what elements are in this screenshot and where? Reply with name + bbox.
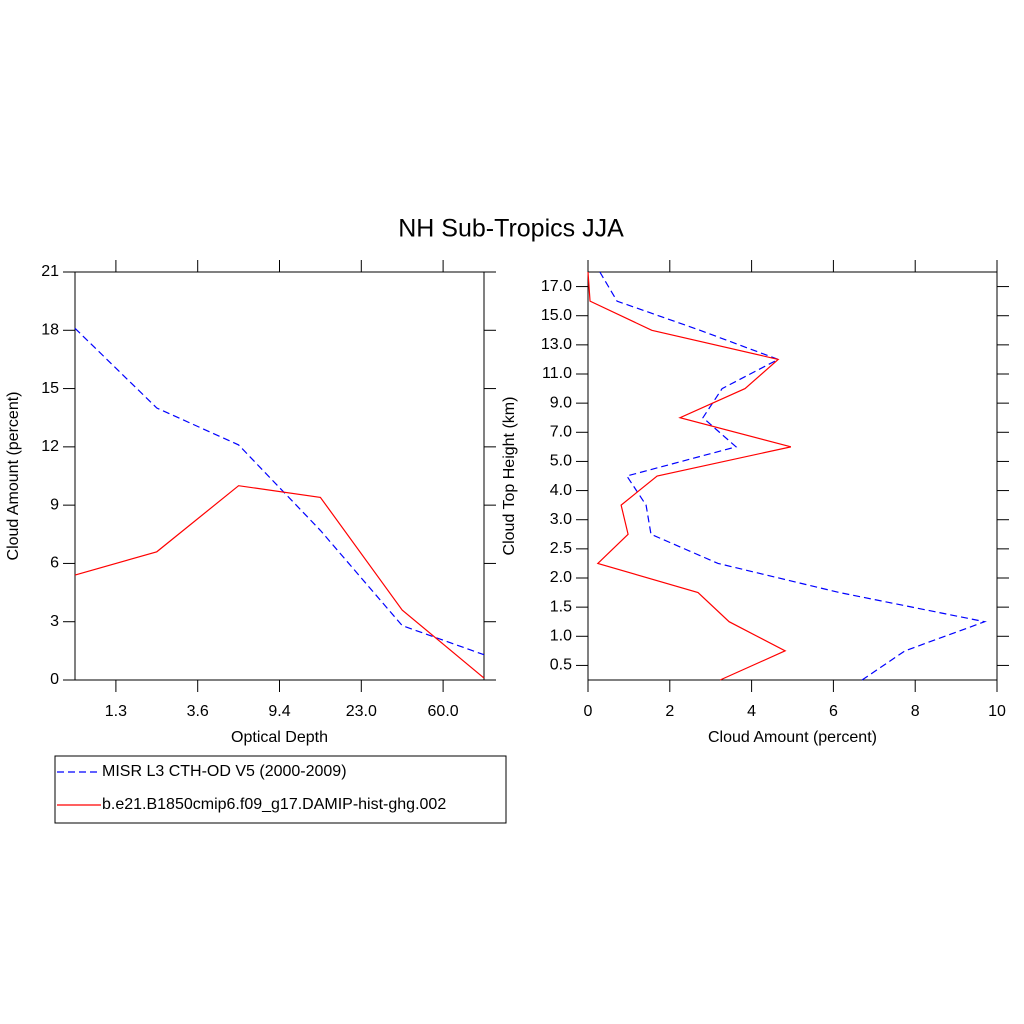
legend-label: b.e21.B1850cmip6.f09_g17.DAMIP-hist-ghg.… [102, 796, 446, 813]
series-line [599, 271, 987, 681]
y-tick-label: 1.0 [550, 628, 572, 645]
y-tick-label: 9.0 [550, 394, 572, 411]
x-tick-label: 0 [584, 703, 593, 720]
legend-box [54, 755, 507, 824]
y-tick-label: 2.5 [550, 540, 572, 557]
x-axis-label: Cloud Amount (percent) [708, 729, 877, 746]
x-tick-label: 3.6 [187, 703, 209, 720]
y-tick-label: 12 [41, 438, 59, 455]
y-axis-label: Cloud Amount (percent) [5, 392, 22, 561]
x-tick-label: 4 [747, 703, 756, 720]
plot-frame [587, 271, 998, 681]
figure-title: NH Sub-Tropics JJA [398, 215, 624, 243]
x-tick-label: 6 [829, 703, 838, 720]
y-tick-label: 11.0 [542, 365, 572, 382]
plot-frame [74, 271, 485, 681]
y-tick-label: 15 [41, 380, 59, 397]
y-tick-label: 3.0 [550, 511, 572, 528]
y-tick-label: 4.0 [550, 482, 572, 499]
y-tick-label: 7.0 [550, 424, 572, 441]
y-tick-label: 15.0 [541, 307, 572, 324]
x-tick-label: 2 [665, 703, 674, 720]
x-axis-label: Optical Depth [231, 729, 328, 746]
y-tick-label: 9 [50, 496, 59, 513]
series-line [587, 271, 792, 681]
y-tick-label: 21 [41, 263, 59, 280]
y-axis-label: Cloud Top Height (km) [501, 397, 518, 556]
y-tick-label: 0 [50, 671, 59, 688]
x-tick-label: 23.0 [346, 703, 377, 720]
x-tick-label: 9.4 [268, 703, 290, 720]
y-tick-label: 6 [50, 555, 59, 572]
y-tick-label: 13.0 [541, 336, 572, 353]
legend-label: MISR L3 CTH-OD V5 (2000-2009) [102, 763, 347, 780]
y-tick-label: 18 [41, 322, 59, 339]
x-tick-label: 8 [911, 703, 920, 720]
y-tick-label: 5.0 [550, 453, 572, 470]
x-tick-label: 60.0 [428, 703, 459, 720]
y-tick-label: 2.0 [550, 569, 572, 586]
y-tick-label: 1.5 [550, 598, 572, 615]
y-tick-label: 17.0 [541, 278, 572, 295]
x-tick-label: 10 [988, 703, 1006, 720]
x-tick-label: 1.3 [105, 703, 127, 720]
y-tick-label: 3 [50, 613, 59, 630]
series-line [74, 327, 485, 656]
series-line [74, 485, 485, 679]
y-tick-label: 0.5 [550, 657, 572, 674]
